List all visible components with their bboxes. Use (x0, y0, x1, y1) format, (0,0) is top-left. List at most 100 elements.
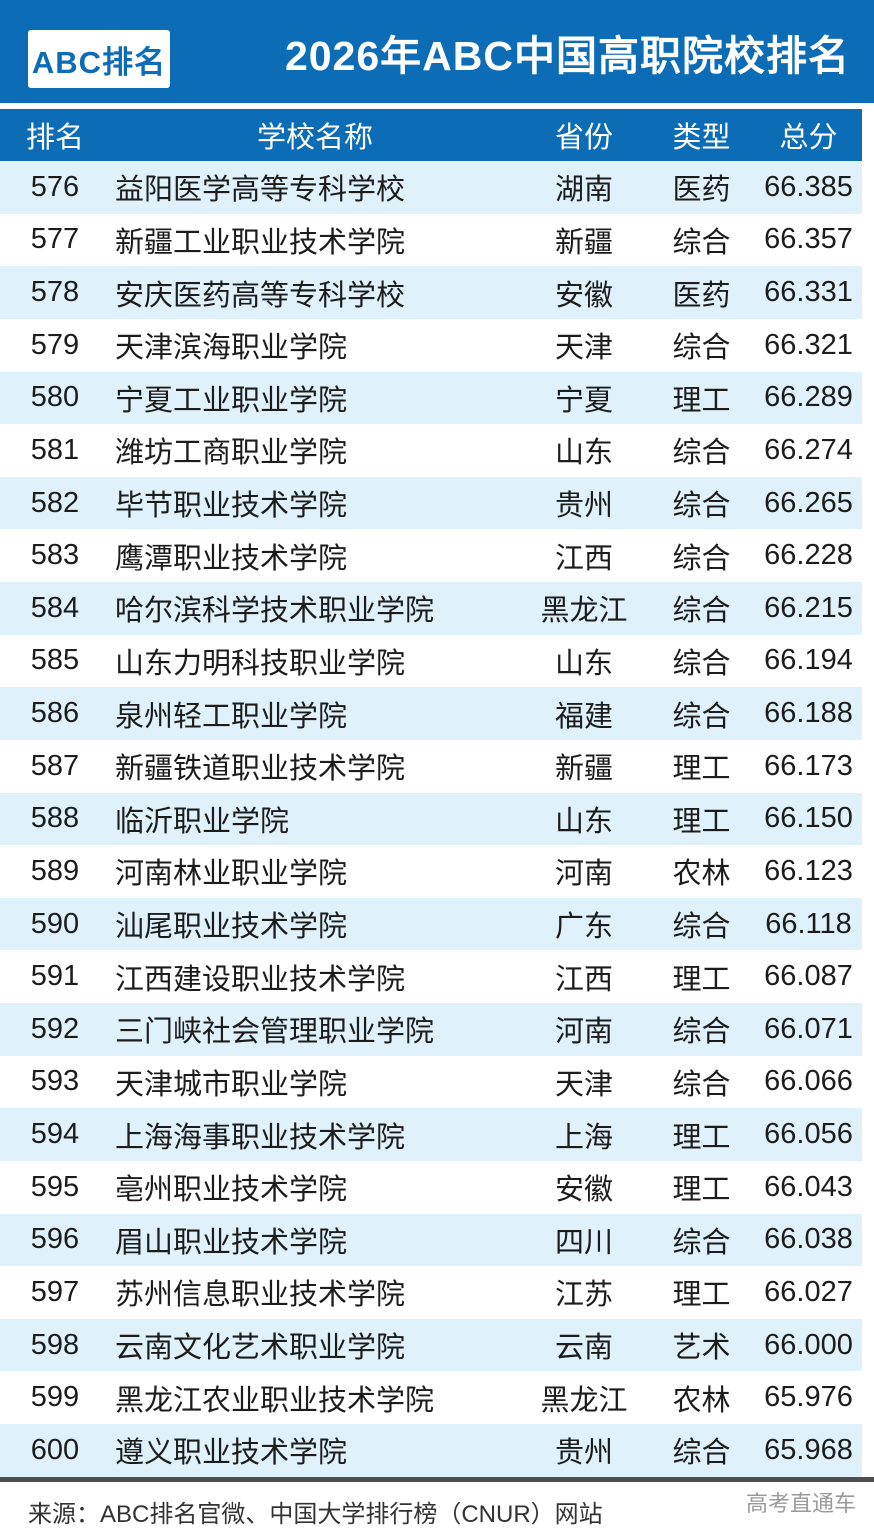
rank-cell: 585 (30, 644, 80, 677)
type-cell: 综合 (672, 1016, 731, 1049)
type-cell: 理工 (672, 1279, 731, 1312)
province-cell: 新疆 (554, 753, 613, 786)
rank-cell: 583 (30, 539, 80, 572)
column-header-name: 学校名称 (256, 122, 373, 154)
rank-cell: 581 (30, 433, 80, 466)
table-row: 599 黑龙江农业职业技术学院 黑龙江 农林 65.976 (0, 1371, 862, 1424)
school-name-cell: 宁夏工业职业学院 (115, 384, 348, 417)
score-cell: 66.027 (764, 1275, 853, 1308)
table-row: 584 哈尔滨科学技术职业学院 黑龙江 综合 66.215 (0, 582, 862, 635)
type-cell: 理工 (672, 753, 731, 786)
table-row: 595 亳州职业技术学院 安徽 理工 66.043 (0, 1160, 862, 1214)
school-name-cell: 山东力明科技职业学院 (115, 647, 406, 680)
province-cell: 黑龙江 (540, 1384, 628, 1417)
table-row: 591 江西建设职业技术学院 江西 理工 66.087 (0, 950, 862, 1003)
rank-cell: 598 (30, 1328, 80, 1361)
province-cell: 云南 (554, 1332, 613, 1365)
school-name-cell: 苏州信息职业技术学院 (115, 1279, 406, 1312)
province-cell: 四川 (554, 1226, 613, 1259)
table-row: 593 天津城市职业学院 天津 综合 66.066 (0, 1055, 862, 1109)
type-cell: 农林 (672, 858, 731, 891)
school-name-cell: 河南林业职业学院 (115, 858, 348, 891)
logo-text: ABC排名 (31, 44, 167, 80)
score-cell: 66.321 (764, 328, 853, 361)
province-cell: 新疆 (554, 226, 613, 259)
type-cell: 综合 (672, 911, 731, 944)
school-name-cell: 江西建设职业技术学院 (115, 963, 406, 996)
type-cell: 综合 (672, 1226, 731, 1259)
school-name-cell: 潍坊工商职业学院 (115, 437, 348, 470)
table-row: 590 汕尾职业技术学院 广东 综合 66.118 (0, 897, 862, 951)
type-cell: 综合 (672, 700, 731, 733)
school-name-cell: 眉山职业技术学院 (115, 1226, 348, 1259)
score-cell: 66.038 (764, 1223, 853, 1256)
rank-cell: 594 (30, 1118, 80, 1151)
province-cell: 河南 (554, 858, 613, 891)
column-header-rank: 排名 (25, 122, 84, 154)
type-cell: 综合 (672, 542, 731, 575)
province-cell: 安徽 (554, 279, 613, 312)
page-title: 2026年ABC中国高职院校排名 (284, 32, 850, 79)
province-cell: 山东 (554, 437, 613, 470)
school-name-cell: 云南文化艺术职业学院 (115, 1332, 406, 1365)
type-cell: 综合 (672, 647, 731, 680)
score-cell: 66.385 (764, 170, 853, 203)
watermark-text: 高考直通车 (745, 1490, 856, 1516)
school-name-cell: 上海海事职业技术学院 (115, 1121, 406, 1154)
table-row: 576 益阳医学高等专科学校 湖南 医药 66.385 (0, 161, 862, 214)
school-name-cell: 泉州轻工职业学院 (115, 700, 348, 733)
table-row: 582 毕节职业技术学院 贵州 综合 66.265 (0, 476, 862, 530)
score-cell: 66.265 (764, 486, 853, 519)
score-cell: 66.087 (764, 960, 853, 993)
type-cell: 医药 (672, 279, 731, 312)
province-cell: 河南 (554, 1016, 613, 1049)
banner: ABC排名 2026年ABC中国高职院校排名 (0, 0, 874, 103)
table-row: 586 泉州轻工职业学院 福建 综合 66.188 (0, 687, 862, 740)
province-cell: 天津 (554, 1068, 613, 1101)
table-row: 592 三门峡社会管理职业学院 河南 综合 66.071 (0, 1003, 862, 1056)
province-cell: 上海 (554, 1121, 613, 1154)
rank-cell: 589 (30, 854, 80, 887)
score-cell: 66.118 (765, 907, 852, 940)
table-row: 578 安庆医药高等专科学校 安徽 医药 66.331 (0, 266, 862, 319)
province-cell: 天津 (554, 332, 613, 365)
table-row: 600 遵义职业技术学院 贵州 综合 65.968 (0, 1424, 862, 1477)
province-cell: 福建 (554, 700, 613, 733)
score-cell: 66.066 (764, 1065, 853, 1098)
rank-cell: 584 (30, 591, 80, 624)
type-cell: 理工 (672, 384, 731, 417)
school-name-cell: 新疆工业职业技术学院 (115, 226, 406, 259)
type-cell: 综合 (672, 1068, 731, 1101)
score-cell: 66.173 (764, 749, 853, 782)
rank-cell: 578 (30, 276, 80, 309)
abc-ranking-logo: ABC排名 (28, 30, 170, 88)
rank-cell: 591 (30, 960, 80, 993)
rank-cell: 590 (30, 907, 80, 940)
rank-cell: 600 (30, 1433, 80, 1466)
type-cell: 艺术 (672, 1332, 731, 1365)
score-cell: 66.194 (764, 644, 853, 677)
school-name-cell: 哈尔滨科学技术职业学院 (115, 595, 435, 628)
table-row: 597 苏州信息职业技术学院 江苏 理工 66.027 (0, 1266, 862, 1319)
source-text: 来源：ABC排名官微、中国大学排行榜（CNUR）网站 (28, 1500, 603, 1528)
rank-cell: 588 (30, 802, 80, 835)
school-name-cell: 亳州职业技术学院 (115, 1174, 348, 1207)
score-cell: 66.228 (764, 539, 853, 572)
score-cell: 66.000 (764, 1328, 853, 1361)
school-name-cell: 天津滨海职业学院 (115, 332, 348, 365)
table-body: 576 益阳医学高等专科学校 湖南 医药 66.385 577 新疆工业职业技术… (0, 161, 862, 1477)
score-cell: 65.976 (764, 1381, 853, 1414)
province-cell: 江苏 (554, 1279, 613, 1312)
score-cell: 66.357 (764, 223, 853, 256)
table-row: 589 河南林业职业学院 河南 农林 66.123 (0, 845, 862, 898)
province-cell: 宁夏 (554, 384, 613, 417)
footer: 来源：ABC排名官微、中国大学排行榜（CNUR）网站 高考直通车 (0, 1481, 874, 1538)
type-cell: 医药 (672, 174, 731, 207)
type-cell: 综合 (672, 1437, 731, 1470)
table-row: 588 临沂职业学院 山东 理工 66.150 (0, 792, 862, 846)
rank-cell: 580 (30, 381, 80, 414)
province-cell: 山东 (554, 805, 613, 838)
rank-cell: 596 (30, 1223, 80, 1256)
score-cell: 66.215 (764, 591, 853, 624)
type-cell: 理工 (672, 1174, 731, 1207)
